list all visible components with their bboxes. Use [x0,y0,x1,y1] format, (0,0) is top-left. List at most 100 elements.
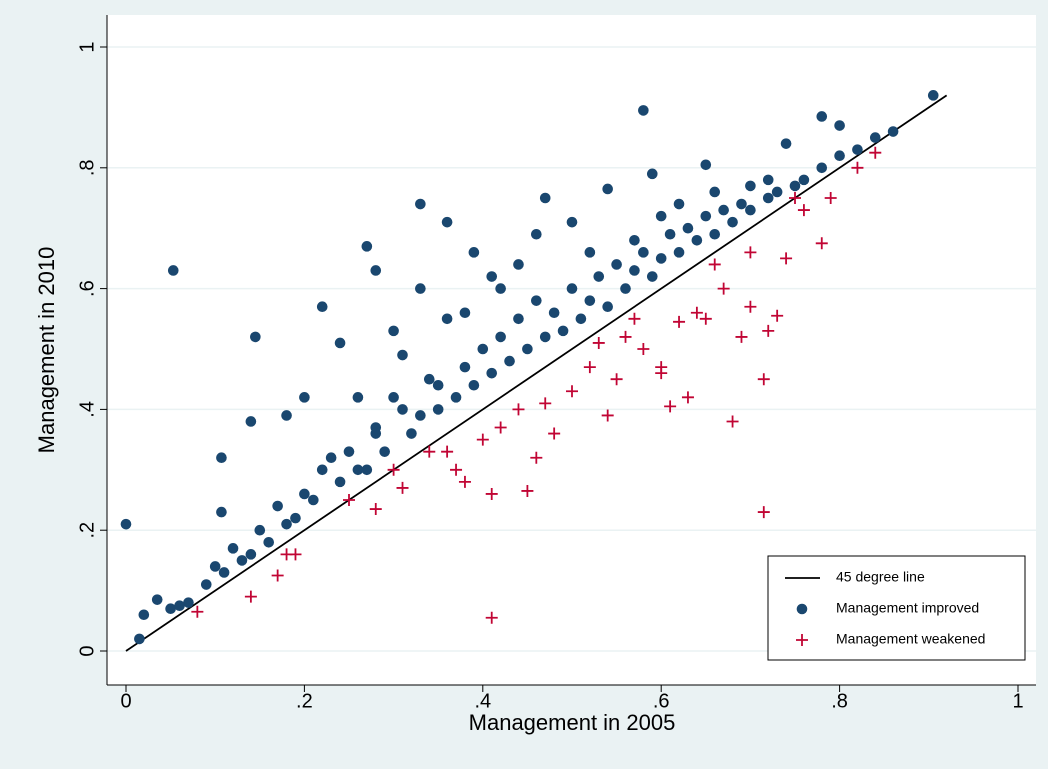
point [361,241,373,252]
y-tick-label: .2 [76,522,98,539]
point [601,409,614,422]
point [450,463,463,476]
point [629,234,640,246]
point [289,548,302,561]
point [151,594,163,605]
point [334,337,346,349]
point [459,307,471,319]
y-tick-label: 1 [76,41,98,52]
point [628,312,641,325]
point [423,445,436,458]
legend-label: 45 degree line [836,569,925,585]
legend-symbol [796,603,808,615]
point [851,161,864,174]
point [432,404,444,415]
point [655,361,668,374]
point [209,561,221,572]
point [486,271,498,282]
legend-symbol [796,634,808,646]
point [566,216,578,228]
legend-label: Management improved [836,600,979,616]
point [388,392,399,403]
point [682,222,694,234]
legend-label: Management weakened [836,631,985,647]
point [798,174,810,186]
point [120,518,132,530]
legend-entries: 45 degree line Management improved Managem… [785,569,985,647]
point [611,259,622,270]
point [468,379,480,391]
point [531,228,542,240]
point [513,313,524,325]
point [699,312,712,325]
point [308,494,319,506]
y-tick-label: 0 [76,645,98,656]
point [522,343,533,355]
point [757,506,770,519]
point [815,237,828,250]
point [299,392,310,403]
point [370,428,382,439]
point [708,258,721,271]
point [245,416,257,427]
point [655,210,667,222]
point [423,373,435,385]
point [379,446,390,457]
point [352,392,364,403]
point [281,518,292,530]
point [191,605,204,618]
point [250,331,261,343]
point [174,600,185,611]
point [887,126,899,137]
x-tick-label: 1 [1012,690,1023,712]
point [655,253,667,264]
point [218,567,230,578]
point [834,120,845,131]
point [216,506,227,518]
point [343,446,355,457]
point [735,330,748,343]
point [406,428,417,439]
point [646,168,658,180]
point [458,475,471,488]
point [673,315,686,328]
point [397,404,408,415]
point [271,569,284,582]
point [593,271,605,282]
point [281,410,292,421]
point [700,210,712,222]
point [727,216,738,228]
x-tick-label: .8 [831,690,848,712]
point [521,484,534,497]
point [610,373,623,386]
point [834,150,845,162]
point [797,204,810,217]
point [432,379,444,391]
point [592,336,605,349]
point [459,361,471,373]
x-tick-label: .4 [474,690,491,712]
point [415,283,426,294]
point [539,397,552,410]
legend [767,555,1026,661]
point [165,603,176,615]
point [485,487,498,500]
point [736,198,747,210]
point [369,503,382,516]
point [334,476,346,488]
point [254,524,266,536]
point [476,433,489,446]
point [485,611,498,624]
y-tick-label: .6 [76,280,98,297]
point [236,555,248,566]
point [681,391,694,404]
point [709,228,721,240]
point [602,301,613,313]
point [513,259,524,270]
point [646,271,658,282]
point [780,252,793,265]
point [584,295,596,306]
point [227,543,239,554]
point [869,132,881,143]
point [745,204,756,216]
